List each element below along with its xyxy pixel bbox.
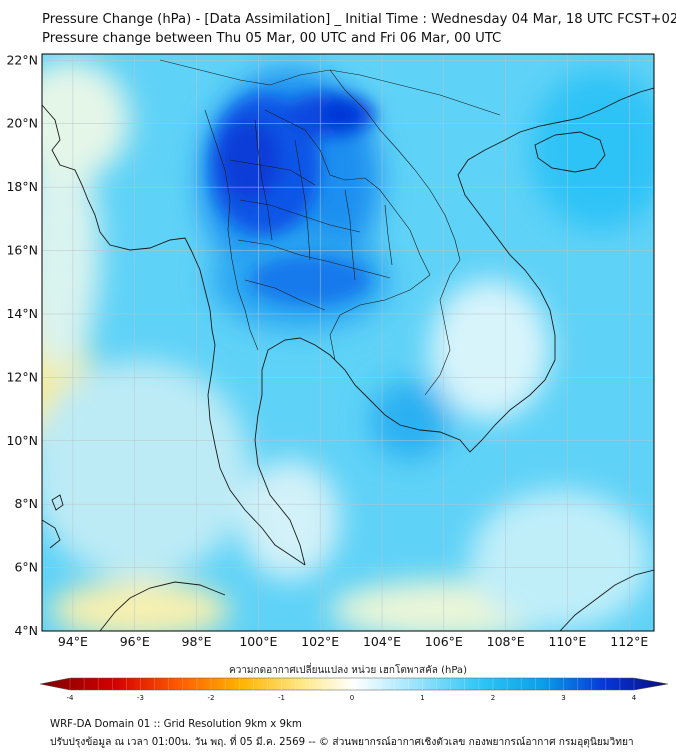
latitude-label: 8°N [14, 496, 38, 511]
colorbar-tick-label: 1 [420, 694, 424, 702]
colorbar-tick-labels: -4 -3 -2 -1 0 1 2 3 4 [67, 694, 637, 702]
longitude-label: 94°E [58, 634, 88, 649]
pressure-field [42, 54, 654, 631]
colorbar-tick-label: -2 [208, 694, 215, 702]
latitude-label: 22°N [6, 52, 38, 67]
colorbar-tick-label: 2 [491, 694, 495, 702]
latitude-label: 4°N [14, 623, 38, 638]
longitude-label: 106°E [425, 634, 463, 649]
country-borders [159, 59, 501, 396]
latitude-label: 6°N [14, 560, 38, 575]
colorbar-segments [69, 678, 635, 690]
longitude-label: 104°E [363, 634, 401, 649]
longitude-label: 110°E [548, 634, 586, 649]
longitude-label: 100°E [239, 634, 277, 649]
map-frame [41, 53, 655, 632]
longitude-label: 112°E [610, 634, 648, 649]
latitude-label: 18°N [6, 179, 38, 194]
latitude-label: 20°N [6, 116, 38, 131]
colorbar-tick-label: 0 [350, 694, 354, 702]
coastlines [42, 87, 654, 631]
longitude-labels: 94°E 96°E 98°E 100°E 102°E 104°E 106°E 108°E 110… [58, 634, 648, 649]
colorbar-title: ความกดอากาศเปลี่ยนแปลง หน่วย เฮกโตพาสคัล… [229, 662, 467, 676]
longitude-label: 96°E [120, 634, 150, 649]
latitude-labels: 22°N 20°N 18°N 16°N 14°N 12°N 10°N 8°N 6°N 4°N [6, 52, 38, 638]
colorbar-tick-label: -4 [67, 694, 75, 702]
map-title-line1: Pressure Change (hPa) - [Data Assimilati… [42, 12, 676, 27]
footer-model-info: WRF-DA Domain 01 :: Grid Resolution 9km … [50, 719, 302, 730]
colorbar [39, 677, 669, 691]
latitude-label: 12°N [6, 369, 38, 384]
footer-update-info: ปรับปรุงข้อมูล ณ เวลา 01:00น. วัน พฤ. ที… [50, 737, 634, 748]
longitude-label: 108°E [487, 634, 525, 649]
colorbar-tick-label: 4 [632, 694, 637, 702]
longitude-label: 102°E [301, 634, 339, 649]
map-title-line2: Pressure change between Thu 05 Mar, 00 U… [42, 31, 502, 46]
latitude-label: 14°N [6, 306, 38, 321]
latitude-label: 16°N [6, 243, 38, 258]
colorbar-tick-label: -3 [137, 694, 144, 702]
colorbar-tick-label: 3 [561, 694, 565, 702]
colorbar-tick-label: -1 [278, 694, 285, 702]
latitude-label: 10°N [6, 433, 38, 448]
longitude-label: 98°E [182, 634, 212, 649]
